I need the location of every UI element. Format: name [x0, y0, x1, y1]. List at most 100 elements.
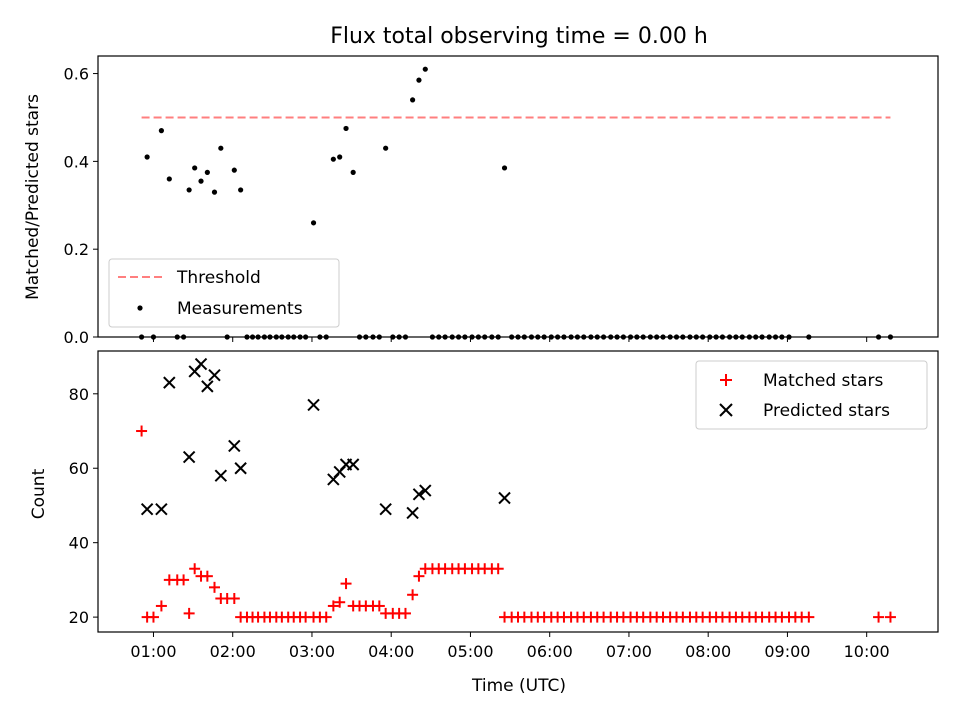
matched-point-43	[413, 570, 425, 582]
matched-point-8	[189, 563, 201, 575]
matched-point-104	[884, 611, 896, 623]
ratio-x-ticks	[152, 337, 868, 342]
ratio-panel: 0.0 0.2 0.4 0.6 Matched/Predicted stars Thr…	[23, 55, 939, 347]
x-axis-label: Time (UTC)	[471, 676, 566, 696]
measurement-point-30	[330, 156, 336, 162]
count-legend-box	[695, 360, 928, 430]
measurement-point-1	[144, 154, 150, 160]
predicted-point-3	[182, 450, 196, 464]
measurement-point-31	[337, 154, 343, 160]
matched-point-41	[399, 607, 411, 619]
ratio-legend-box	[108, 258, 340, 328]
matched-legend-label: Matched stars	[763, 371, 883, 391]
matched-point-42	[407, 589, 419, 601]
predicted-point-11	[307, 398, 320, 412]
measurement-point-33	[350, 169, 356, 175]
count-y-tick-label-3: 80	[69, 385, 89, 404]
predicted-point-16	[379, 502, 392, 516]
count-x-tick-label-4: 05:00	[447, 642, 493, 661]
measurements-legend-swatch	[137, 305, 143, 311]
matched-point-31	[334, 596, 346, 608]
measurement-point-42	[410, 97, 416, 103]
measurement-point-9	[198, 178, 204, 184]
predicted-point-2	[163, 376, 176, 389]
matched-point-0	[136, 425, 148, 437]
matched-point-10	[201, 570, 213, 582]
predicted-point-15	[346, 458, 360, 471]
count-x-tick-label-0: 01:00	[130, 642, 176, 661]
measurements-legend-label: Measurements	[177, 299, 303, 319]
predicted-point-19	[419, 484, 432, 497]
predicted-point-7	[208, 368, 221, 382]
measurement-point-8	[192, 165, 198, 171]
predicted-point-1	[155, 502, 168, 516]
matched-point-32	[340, 578, 352, 590]
measurement-point-32	[343, 125, 349, 132]
count-x-tick-label-2: 03:00	[289, 642, 335, 661]
count-x-tick-label-3: 04:00	[368, 642, 414, 661]
count-x-tick-label-6: 07:00	[606, 642, 652, 661]
matched-point-3	[155, 600, 167, 612]
predicted-point-8	[214, 469, 228, 482]
matched-point-7	[183, 607, 195, 619]
count-x-tick-label-7: 08:00	[685, 642, 731, 661]
matched-point-14	[228, 593, 240, 605]
ratio-axes-frame	[97, 55, 939, 338]
matched-point-6	[178, 574, 190, 586]
measurement-point-15	[238, 187, 244, 193]
count-y-ticks: 20 40 60 80	[69, 385, 98, 627]
predicted-point-20	[498, 491, 511, 505]
predicted-legend-swatch	[719, 403, 733, 417]
measurement-point-11	[211, 189, 218, 195]
ratio-y-tick-label-2: 0.4	[64, 152, 89, 171]
matched-point-37	[373, 600, 385, 612]
predicted-legend-label: Predicted stars	[763, 401, 890, 421]
predicted-point-17	[406, 506, 419, 520]
matched-point-29	[320, 611, 332, 623]
predicted-point-18	[412, 488, 426, 501]
count-x-tick-label-9: 10:00	[844, 642, 890, 661]
ratio-legend: Threshold Measurements	[108, 258, 340, 328]
chart-title: Flux total observing time = 0.00 h	[330, 24, 708, 49]
measurement-point-10	[204, 169, 210, 175]
measurement-point-4	[166, 176, 172, 182]
predicted-point-5	[194, 357, 208, 371]
count-x-tick-label-5: 06:00	[527, 642, 573, 661]
predicted-point-10	[234, 462, 247, 475]
matched-point-102	[803, 611, 815, 623]
matched-point-30	[327, 600, 339, 612]
matched-point-55	[492, 563, 504, 575]
measurement-point-56	[501, 165, 508, 171]
measurement-point-44	[422, 66, 428, 72]
matched-legend-swatch	[720, 374, 732, 386]
matched-point-103	[873, 611, 885, 623]
matched-point-2	[147, 611, 159, 623]
measurement-point-38	[383, 145, 389, 151]
measurement-point-12	[218, 145, 224, 151]
predicted-point-9	[228, 439, 241, 453]
measurement-point-43	[416, 77, 422, 83]
ratio-y-axis-label: Matched/Predicted stars	[23, 94, 43, 300]
count-y-tick-label-0: 20	[69, 608, 89, 627]
threshold-legend-label: Threshold	[176, 268, 261, 288]
count-legend: Matched stars Predicted stars	[695, 360, 928, 430]
count-y-tick-label-1: 40	[69, 534, 89, 553]
predicted-point-6	[201, 380, 214, 393]
measurement-point-14	[231, 167, 237, 173]
count-x-tick-label-8: 09:00	[764, 642, 810, 661]
count-x-tick-label-1: 02:00	[210, 642, 256, 661]
matched-point-11	[208, 581, 220, 593]
count-axes-frame	[97, 350, 939, 633]
count-x-ticks: 01:00 02:00 03:00 04:00 05:00 06:00 07:00 08:00…	[130, 632, 890, 661]
ratio-y-tick-label-3: 0.6	[64, 65, 89, 84]
measurement-point-7	[186, 187, 192, 193]
measurement-point-27	[310, 220, 317, 226]
ratio-y-ticks: 0.0 0.2 0.4 0.6	[64, 65, 98, 347]
measurement-point-3	[158, 128, 164, 134]
ratio-y-tick-label-1: 0.2	[64, 240, 89, 259]
ratio-y-tick-label-0: 0.0	[64, 328, 89, 347]
count-y-axis-label: Count	[29, 468, 49, 519]
